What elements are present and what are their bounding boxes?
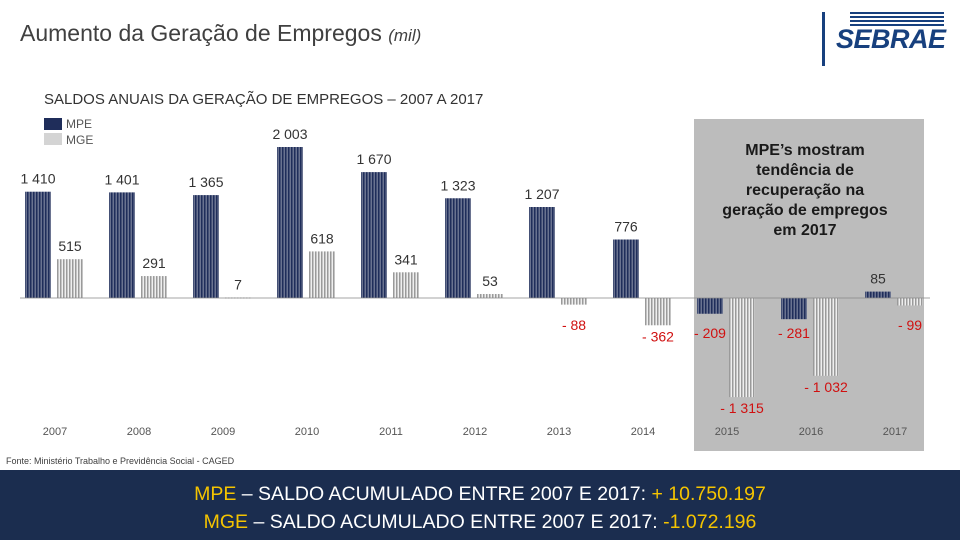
bar-mge-2014 xyxy=(645,298,671,326)
banner-mge-text: – SALDO ACUMULADO ENTRE 2007 E 2017: xyxy=(248,511,664,533)
x-tick-2012: 2012 xyxy=(463,426,487,438)
label-mpe-2011: 1 670 xyxy=(356,151,391,167)
sebrae-logo: SEBRAE xyxy=(836,24,946,54)
bar-mpe-2007 xyxy=(25,191,51,298)
label-mge-2007: 515 xyxy=(58,238,82,254)
bar-mge-2015 xyxy=(729,298,755,398)
banner-line-mge: MGE – SALDO ACUMULADO ENTRE 2007 E 2017:… xyxy=(0,511,960,534)
bar-chart: 1 410 1 401 1 365 2 003 1 670 1 323 1 207 776 - … xyxy=(20,117,930,451)
bar-mge-2008 xyxy=(141,276,167,298)
banner-mge-prefix: MGE xyxy=(203,511,249,533)
legend-swatch-mpe xyxy=(44,118,62,130)
source-note: Fonte: Ministério Trabalho e Previdência… xyxy=(6,456,235,466)
title-text: Aumento da Geração de Empregos xyxy=(20,20,382,46)
x-tick-2010: 2010 xyxy=(295,426,319,438)
x-tick-2008: 2008 xyxy=(127,426,151,438)
banner-mpe-text: – SALDO ACUMULADO ENTRE 2007 E 2017: xyxy=(236,483,652,505)
bar-mge-2013 xyxy=(561,298,587,305)
logo-stripes xyxy=(850,12,944,26)
x-tick-2013: 2013 xyxy=(547,426,571,438)
banner-mpe-prefix: MPE xyxy=(194,483,237,505)
label-mge-2017: - 99 xyxy=(898,317,922,333)
label-mge-2014: - 362 xyxy=(642,328,674,344)
page-title: Aumento da Geração de Empregos (mil) xyxy=(20,20,421,47)
label-mge-2015: - 1 315 xyxy=(720,400,764,416)
bar-mge-2016 xyxy=(813,298,839,376)
label-mpe-2010: 2 003 xyxy=(272,126,307,142)
label-mge-2011: 341 xyxy=(394,251,418,267)
label-mge-2010: 618 xyxy=(310,230,334,246)
legend-swatch-mge xyxy=(44,133,62,145)
bar-mge-2010 xyxy=(309,251,335,298)
bar-mpe-2013 xyxy=(529,207,555,298)
label-mpe-2008: 1 401 xyxy=(104,171,139,187)
banner-mge-value: -1.072.196 xyxy=(663,511,757,533)
label-mpe-2013: 1 207 xyxy=(524,186,559,202)
x-tick-2016: 2016 xyxy=(799,426,823,438)
bar-mge-2007 xyxy=(57,259,83,298)
x-tick-2007: 2007 xyxy=(43,426,67,438)
logo-divider xyxy=(822,12,825,66)
label-mpe-2017: 85 xyxy=(870,271,886,287)
label-mpe-2015: - 209 xyxy=(694,325,726,341)
x-tick-2017: 2017 xyxy=(883,426,907,438)
bar-mpe-2014 xyxy=(613,239,639,298)
title-unit: (mil) xyxy=(388,26,422,45)
bar-mpe-2017 xyxy=(865,291,891,298)
label-mge-2013: - 88 xyxy=(562,317,586,333)
label-mge-2012: 53 xyxy=(482,273,498,289)
bar-mpe-2010 xyxy=(277,147,303,298)
chart-title: SALDOS ANUAIS DA GERAÇÃO DE EMPREGOS – 2… xyxy=(44,91,484,108)
bar-mge-2017 xyxy=(897,298,923,306)
legend-label-mpe: MPE xyxy=(66,117,92,131)
summary-banner xyxy=(0,470,960,540)
bar-mpe-2008 xyxy=(109,192,135,298)
banner-line-mpe: MPE – SALDO ACUMULADO ENTRE 2007 E 2017:… xyxy=(0,483,960,506)
bar-mpe-2011 xyxy=(361,172,387,298)
x-tick-2015: 2015 xyxy=(715,426,739,438)
bar-mpe-2012 xyxy=(445,198,471,298)
label-mpe-2016: - 281 xyxy=(778,325,810,341)
bar-mge-2011 xyxy=(393,272,419,298)
annotation-text: MPE’s mostram tendência de recuperação na g… xyxy=(722,142,888,239)
x-tick-2009: 2009 xyxy=(211,426,235,438)
x-tick-2011: 2011 xyxy=(379,426,403,438)
label-mge-2008: 291 xyxy=(142,255,166,271)
label-mge-2016: - 1 032 xyxy=(804,379,848,395)
bar-mpe-2009 xyxy=(193,195,219,298)
legend-label-mge: MGE xyxy=(66,133,93,147)
banner-mpe-value: + 10.750.197 xyxy=(651,483,766,505)
x-tick-2014: 2014 xyxy=(631,426,655,438)
label-mpe-2007: 1 410 xyxy=(20,171,55,187)
bar-mpe-2016 xyxy=(781,298,807,320)
bar-mpe-2015 xyxy=(697,298,723,314)
label-mpe-2012: 1 323 xyxy=(440,177,475,193)
label-mpe-2009: 1 365 xyxy=(188,174,223,190)
label-mpe-2014: 776 xyxy=(614,218,638,234)
bar-mge-2012 xyxy=(477,294,503,298)
label-mge-2009: 7 xyxy=(234,276,242,292)
